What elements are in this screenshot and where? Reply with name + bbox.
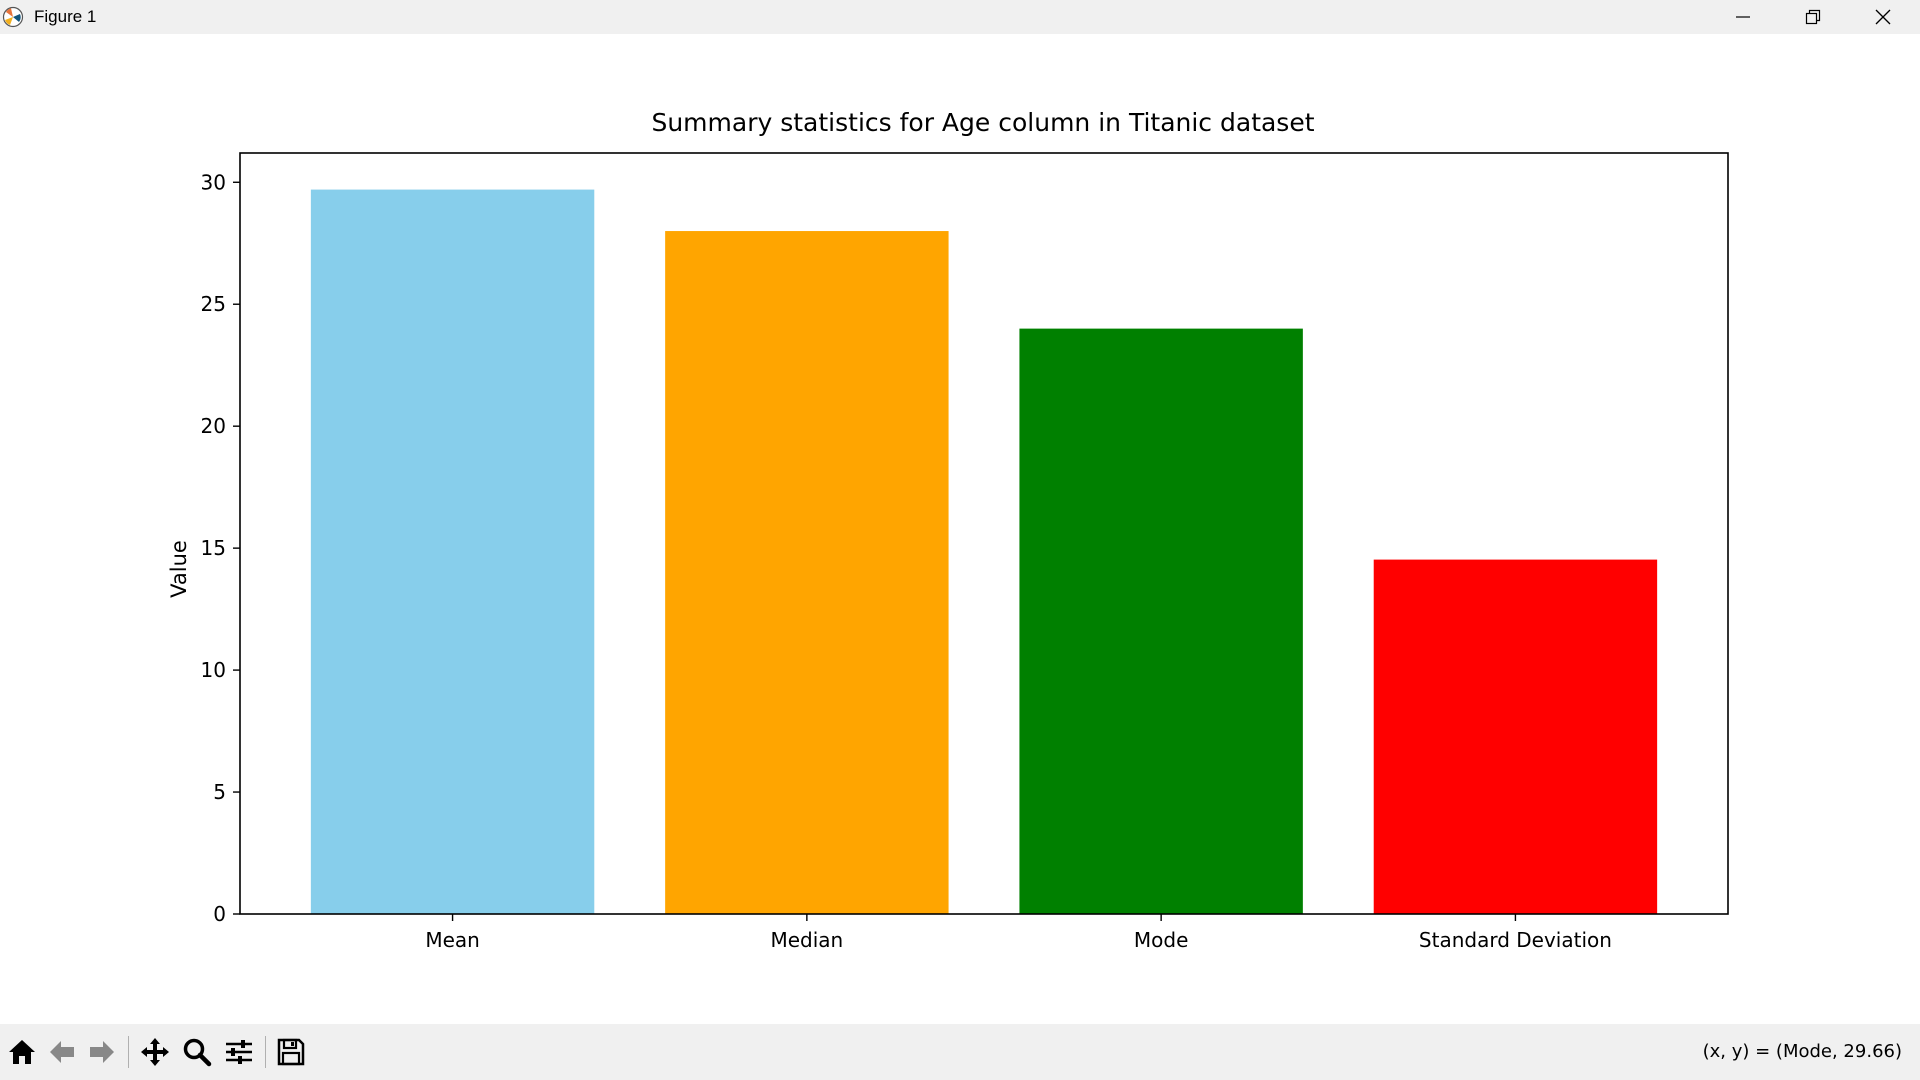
matplotlib-app-icon <box>2 6 24 28</box>
y-tick-label: 10 <box>201 658 226 682</box>
home-icon <box>9 1040 35 1064</box>
axes-frame <box>239 152 1729 915</box>
x-tick-label: Mean <box>425 928 480 952</box>
toolbar-separator <box>265 1036 266 1068</box>
arrow-left-icon <box>50 1041 74 1063</box>
y-axis-label: Value <box>167 540 191 598</box>
y-tick-label: 0 <box>213 902 226 926</box>
bar-chart: Summary statistics for Age column in Tit… <box>167 108 1729 952</box>
sliders-icon <box>226 1040 252 1064</box>
bars-group <box>310 189 1658 915</box>
home-button[interactable] <box>4 1034 40 1070</box>
minimize-button[interactable] <box>1708 0 1778 34</box>
cursor-coordinates: (x, y) = (Mode, 29.66) <box>1702 1041 1902 1062</box>
pan-button[interactable] <box>137 1034 173 1070</box>
arrow-right-icon <box>90 1041 114 1063</box>
figure-canvas[interactable]: Summary statistics for Age column in Tit… <box>0 34 1920 1024</box>
y-tick-label: 20 <box>201 414 226 438</box>
y-ticks-group: 0 5 10 15 20 25 30 <box>201 170 240 926</box>
maximize-button[interactable] <box>1778 0 1848 34</box>
chart-title: Summary statistics for Age column in Tit… <box>651 108 1314 137</box>
toolbar-separator <box>128 1036 129 1068</box>
y-tick-label: 25 <box>201 292 226 316</box>
magnifier-icon <box>183 1038 212 1067</box>
forward-button[interactable] <box>84 1034 120 1070</box>
move-icon <box>141 1038 169 1066</box>
zoom-button[interactable] <box>179 1034 215 1070</box>
x-ticks-group: Mean Median Mode Standard Deviation <box>425 914 1612 952</box>
bar-mean <box>310 189 595 914</box>
y-tick-label: 15 <box>201 536 226 560</box>
close-icon <box>1875 9 1891 25</box>
bar-median <box>665 231 949 915</box>
navigation-toolbar: (x, y) = (Mode, 29.66) <box>0 1024 1920 1080</box>
window-titlebar: Figure 1 <box>0 0 1920 34</box>
save-button[interactable] <box>273 1034 309 1070</box>
y-tick-label: 30 <box>201 170 226 194</box>
y-tick-label: 5 <box>213 780 226 804</box>
x-tick-label: Mode <box>1134 928 1189 952</box>
x-tick-label: Median <box>770 928 843 952</box>
restore-icon <box>1805 9 1821 25</box>
configure-subplots-button[interactable] <box>221 1034 257 1070</box>
close-button[interactable] <box>1848 0 1918 34</box>
window-title: Figure 1 <box>34 7 97 26</box>
back-button[interactable] <box>44 1034 80 1070</box>
bar-mode <box>1019 328 1303 915</box>
x-tick-label: Standard Deviation <box>1419 928 1612 952</box>
bar-standard-deviation <box>1373 559 1658 914</box>
minimize-icon <box>1736 16 1750 18</box>
floppy-disk-icon <box>277 1038 305 1066</box>
